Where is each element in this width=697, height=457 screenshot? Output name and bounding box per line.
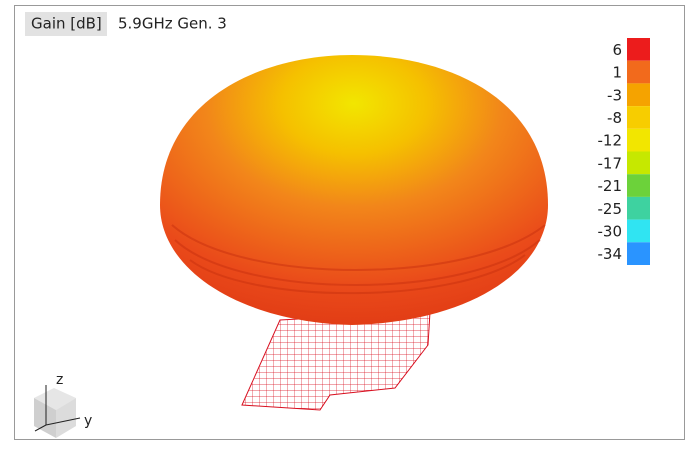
colorbar-cell [627, 220, 650, 243]
colorbar-cell [627, 152, 650, 175]
title: 5.9GHz Gen. 3 [118, 15, 227, 33]
colorbar-cell [627, 129, 650, 152]
colorbar-cell [627, 242, 650, 265]
colorbar-label: -17 [598, 154, 623, 172]
colorbar-cell [627, 83, 650, 106]
colorbar-cell [627, 174, 650, 197]
colorbar-cell [627, 38, 650, 61]
z-label: z [56, 372, 63, 388]
colorbar-label: -3 [607, 86, 622, 104]
colorbar-label: -30 [598, 222, 623, 240]
colorbar-label: -8 [607, 109, 622, 127]
colorbar-label: 6 [612, 41, 622, 59]
colorbar-label: 1 [612, 64, 622, 82]
quantity-label: Gain [dB] [31, 15, 102, 33]
viewport: Gain [dB] 5.9GHz Gen. 3 z y 6 1 -3 -8 -12 -17… [0, 0, 697, 453]
colorbar-label: -34 [598, 245, 623, 263]
colorbar-cell [627, 106, 650, 129]
y-label: y [84, 413, 92, 429]
colorbar-cell [627, 61, 650, 84]
colorbar-label: -12 [598, 132, 623, 150]
colorbar-label: -21 [598, 177, 623, 195]
colorbar-cell [627, 197, 650, 220]
colorbar-label: -25 [598, 200, 623, 218]
